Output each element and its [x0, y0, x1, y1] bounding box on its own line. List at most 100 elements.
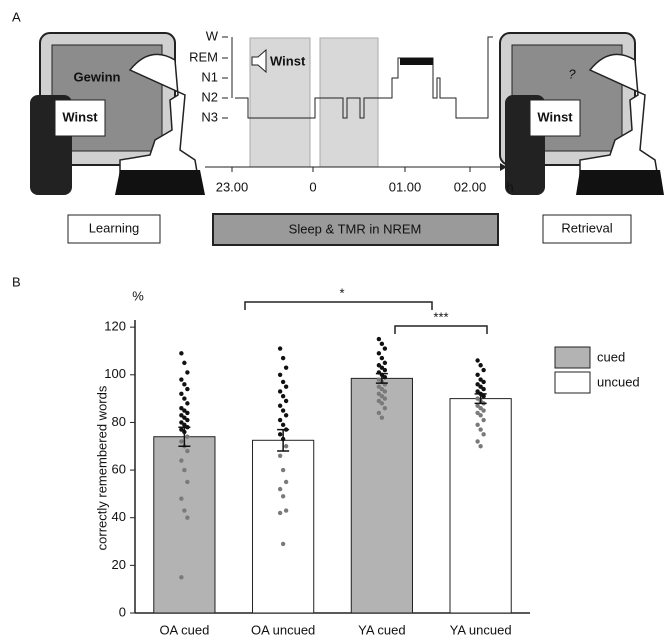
data-point [283, 508, 289, 513]
data-point [376, 336, 382, 342]
error-bar [178, 426, 191, 448]
data-point [475, 372, 480, 377]
data-point [277, 486, 283, 492]
data-point [280, 408, 286, 413]
phase-label: Learning [89, 220, 140, 235]
legend-label: cued [597, 349, 625, 364]
stage-label: N2 [201, 89, 218, 104]
data-point [179, 420, 184, 425]
person-body [115, 170, 205, 195]
data-point [481, 432, 486, 437]
stage-label: N1 [201, 69, 218, 84]
data-point [475, 439, 480, 444]
data-point [382, 374, 388, 380]
hypnogram [235, 36, 493, 119]
data-point [478, 444, 483, 449]
significance-label: * [339, 285, 344, 300]
data-point [179, 439, 184, 444]
data-point [283, 365, 289, 370]
data-point [185, 401, 190, 406]
data-point [280, 467, 286, 473]
y-tick-label: 60 [112, 462, 126, 477]
data-point [182, 422, 187, 428]
stage-label: REM [189, 49, 218, 64]
screen-word: Gewinn [74, 69, 121, 84]
data-point [277, 403, 283, 408]
data-point [379, 394, 385, 399]
time-label: 23.00 [216, 179, 249, 194]
data-point [481, 367, 486, 373]
time-label: 01.00 [389, 179, 422, 194]
data-point [478, 405, 483, 411]
data-point [376, 351, 382, 356]
legend-swatch [554, 346, 591, 369]
time-ticks [231, 167, 471, 172]
data-point [185, 515, 190, 520]
cue-word: Winst [62, 109, 98, 124]
axis-arrow [500, 163, 507, 171]
cue-word: Winst [537, 109, 573, 124]
data-point [277, 417, 283, 423]
phase-box [212, 213, 499, 246]
error-bar [277, 428, 290, 452]
time-label: 02.00 [454, 179, 487, 194]
data-point [185, 434, 190, 439]
data-point [277, 389, 283, 394]
data-point [481, 394, 486, 399]
time-label: 0 [309, 179, 316, 194]
x-tick-label: YA cued [358, 622, 405, 637]
data-point [280, 379, 286, 385]
data-point [182, 467, 187, 473]
data-point [475, 396, 480, 401]
stage-label: N3 [201, 109, 218, 124]
person-body [576, 170, 664, 195]
data-point [182, 415, 187, 420]
x-tick-label: OA cued [159, 622, 209, 637]
x-tick-label: YA uncued [450, 622, 512, 637]
panel-label: B [12, 274, 21, 289]
time-unit: h [506, 179, 513, 194]
data-point [179, 405, 184, 411]
speaker-icon [251, 48, 267, 74]
data-point [277, 510, 283, 516]
y-tick-label: 0 [119, 604, 126, 619]
data-point [475, 358, 480, 363]
data-point [382, 389, 388, 394]
data-point [277, 453, 283, 458]
data-point [179, 391, 184, 397]
data-point [280, 394, 286, 399]
retrieval-prompt: ? [568, 66, 576, 81]
phase-label: Retrieval [561, 220, 612, 235]
bar [252, 439, 315, 614]
data-point [280, 422, 286, 428]
stage-label: W [206, 28, 219, 43]
panel-label: A [12, 9, 21, 24]
data-point [478, 413, 483, 418]
data-point [179, 413, 184, 418]
data-point [475, 422, 480, 428]
data-point [382, 367, 388, 373]
bar [153, 436, 216, 614]
data-point [277, 346, 283, 351]
cue-card [54, 99, 106, 137]
cue-card [529, 99, 581, 137]
y-tick-label: 100 [104, 366, 126, 381]
data-point [475, 403, 480, 408]
data-point [478, 363, 483, 368]
data-point [382, 360, 388, 366]
bar [449, 398, 512, 614]
data-point [179, 575, 184, 580]
data-point [382, 396, 388, 401]
data-point [478, 377, 483, 382]
data-point [379, 341, 385, 347]
data-point [376, 384, 382, 389]
significance-label: *** [433, 309, 448, 324]
bar [350, 377, 413, 614]
data-point [185, 370, 190, 375]
data-point [481, 408, 486, 413]
data-point [185, 448, 190, 454]
data-point [376, 377, 382, 382]
x-tick-label: OA uncued [251, 622, 315, 637]
